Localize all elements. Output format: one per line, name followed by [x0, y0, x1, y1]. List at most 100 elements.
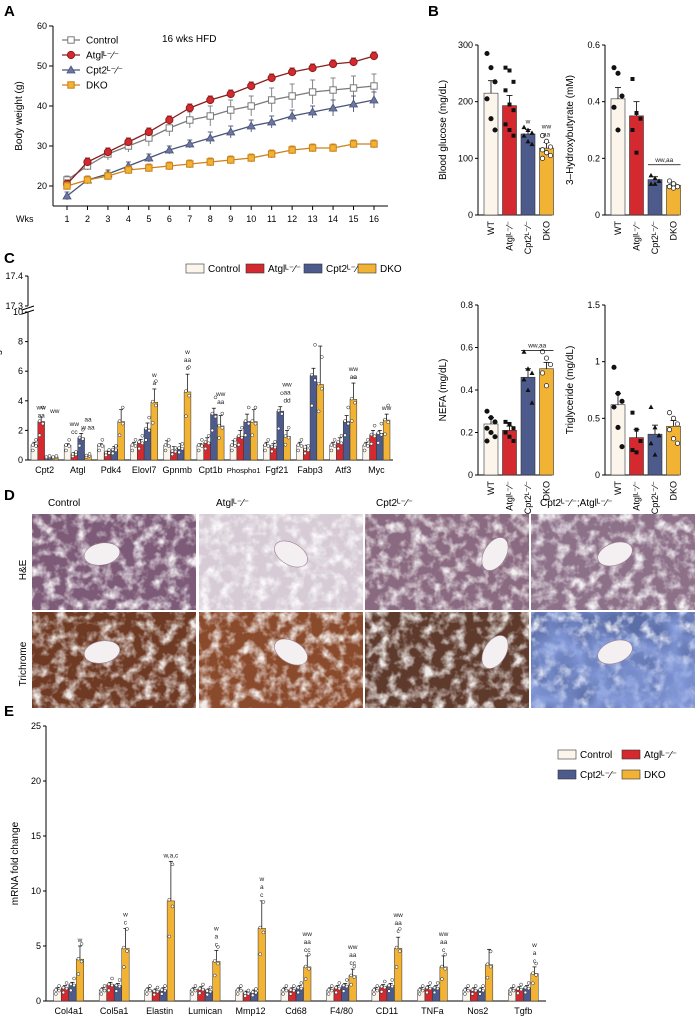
data-point	[205, 133, 215, 142]
histology-image	[365, 514, 529, 610]
x-tick-label: Col4a1	[54, 1006, 83, 1016]
data-point	[83, 157, 92, 167]
data-point	[488, 65, 494, 71]
data-point	[103, 147, 113, 157]
data-point	[155, 985, 160, 990]
x-tick-label: 15	[349, 214, 359, 224]
data-point	[203, 440, 208, 444]
legend-label: DKO	[380, 264, 402, 275]
bar	[117, 421, 125, 461]
significance-label: ww	[281, 382, 292, 389]
data-point	[133, 444, 138, 448]
data-point	[167, 934, 172, 939]
data-point	[239, 988, 243, 993]
data-point	[273, 440, 277, 444]
data-point	[77, 435, 82, 440]
data-point	[473, 984, 478, 988]
data-point	[648, 181, 654, 186]
vessel-lumen	[83, 542, 121, 566]
significance-label: c	[215, 941, 219, 948]
data-point	[507, 128, 512, 132]
x-tick-label: DKO	[542, 221, 552, 241]
data-point	[47, 454, 52, 458]
data-point	[201, 987, 205, 992]
data-point	[630, 448, 635, 453]
data-point	[102, 988, 107, 993]
data-point	[240, 435, 244, 440]
y-tick-label: 0.2	[460, 428, 473, 438]
significance-label: ww	[49, 408, 60, 415]
data-point	[370, 140, 378, 148]
legend-label: Cpt2ᴸ⁻⁄⁻	[580, 770, 617, 781]
data-point	[341, 983, 346, 988]
data-point	[154, 379, 158, 383]
x-tick-label: Atgl	[70, 465, 86, 475]
data-point	[216, 945, 220, 949]
panel-label-a: A	[4, 3, 15, 20]
tissue-texture	[365, 612, 529, 708]
bar	[250, 421, 258, 461]
x-tick-label: 8	[208, 214, 213, 224]
data-point	[296, 985, 300, 990]
data-point	[386, 420, 390, 424]
vessel-lumen	[597, 639, 633, 665]
data-point	[122, 945, 126, 950]
y-tick-label: 6	[18, 366, 23, 376]
data-point	[507, 434, 512, 439]
data-point	[634, 450, 639, 455]
data-point	[432, 985, 437, 990]
histology-grid	[32, 514, 695, 708]
data-point	[329, 144, 337, 152]
data-point	[366, 438, 370, 442]
x-tick-label: WT	[613, 221, 623, 235]
data-point	[440, 964, 444, 969]
data-point	[539, 147, 546, 153]
data-point	[330, 984, 334, 988]
data-point	[485, 962, 490, 967]
data-point	[110, 983, 114, 988]
data-point	[196, 448, 201, 453]
data-point	[336, 440, 340, 444]
data-point	[150, 421, 155, 425]
y-tick-label: 30	[37, 141, 47, 151]
legend-marker	[66, 50, 76, 60]
data-point	[337, 986, 342, 991]
data-point	[345, 984, 349, 989]
data-point	[508, 992, 513, 996]
data-point	[281, 992, 285, 996]
y-tick-label: 0.6	[460, 343, 473, 353]
data-point	[107, 451, 111, 455]
data-point	[488, 429, 494, 436]
data-point	[349, 982, 353, 987]
data-point	[523, 985, 528, 990]
x-tick-label: 9	[228, 214, 233, 224]
data-point	[283, 434, 288, 438]
data-point	[76, 956, 81, 961]
data-point	[288, 92, 296, 100]
legend-label: Atglᴸ⁻⁄⁻	[86, 51, 119, 62]
bar	[257, 928, 266, 1002]
y-tick-label: 17.3	[5, 301, 23, 311]
data-point	[303, 977, 308, 981]
data-point	[332, 438, 337, 442]
chart-e-mrna: 0 5 10 15 20 25 mRNA fold change Col4a1 w Col5a1 w…	[10, 721, 677, 1016]
bar	[203, 441, 211, 461]
data-point	[67, 438, 71, 442]
data-point	[303, 964, 308, 969]
data-point	[383, 417, 387, 422]
significance-label: ww	[35, 405, 46, 412]
data-point	[521, 133, 527, 138]
significance-label: c	[186, 365, 190, 372]
data-point	[652, 452, 658, 457]
data-point	[227, 106, 235, 114]
data-point	[170, 452, 175, 457]
data-point	[307, 952, 311, 957]
bar	[183, 391, 192, 461]
x-tick-label: Tgfb	[514, 1006, 532, 1016]
data-point	[173, 446, 178, 450]
bar	[166, 900, 175, 1002]
data-point	[79, 959, 84, 964]
data-point	[288, 67, 297, 77]
data-point	[246, 988, 251, 993]
bar	[212, 961, 221, 1002]
